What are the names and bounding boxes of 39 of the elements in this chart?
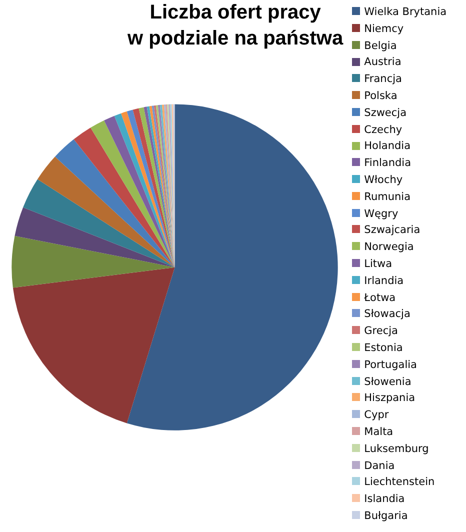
pie-slice	[37, 156, 175, 268]
legend-label: Bułgaria	[364, 510, 408, 522]
legend-label: Słowenia	[364, 376, 412, 388]
legend-label: Węgry	[364, 208, 398, 220]
pie-slice	[12, 267, 175, 424]
pie-slice	[14, 207, 175, 268]
pie-slice	[23, 179, 175, 268]
pie-slice	[126, 104, 338, 430]
legend-label: Austria	[364, 56, 402, 68]
legend-label: Szwecja	[364, 106, 407, 119]
legend-label: Niemcy	[364, 22, 404, 35]
legend-label: Litwa	[364, 258, 392, 270]
legend-label: Słowacja	[364, 308, 410, 320]
legend-label: Belgia	[364, 40, 397, 52]
legend-label: Irlandia	[364, 274, 404, 287]
legend-label: Islandia	[364, 493, 405, 506]
legend-label: Francja	[364, 73, 402, 86]
legend-label: Dania	[364, 460, 395, 472]
legend-label: Finlandia	[364, 157, 412, 170]
legend-label: Estonia	[364, 342, 403, 354]
legend-label: Holandia	[364, 140, 410, 152]
legend-label: Hiszpania	[364, 392, 416, 404]
legend-label: Wielka Brytania	[364, 6, 447, 18]
legend-label: Grecja	[364, 325, 398, 338]
legend-label: Rumunia	[364, 190, 411, 203]
legend-label: Liechtenstein	[364, 476, 435, 488]
legend-label: Malta	[364, 426, 394, 438]
legend-label: Cypr	[364, 409, 389, 422]
legend-label: Portugalia	[364, 358, 417, 371]
pie-slice	[54, 139, 175, 268]
legend-label: Łotwa	[364, 292, 396, 304]
legend-label: Norwegia	[364, 241, 414, 254]
chart-title: Liczba ofert pracy w podziale na państwa	[126, 2, 344, 50]
legend-label: Włochy	[364, 174, 403, 186]
legend-label: Polska	[364, 90, 398, 102]
legend-label: Czechy	[364, 124, 402, 136]
pie-slice	[12, 236, 175, 288]
legend-label: Szwajcaria	[364, 224, 420, 236]
legend-label: Luksemburg	[364, 442, 429, 455]
